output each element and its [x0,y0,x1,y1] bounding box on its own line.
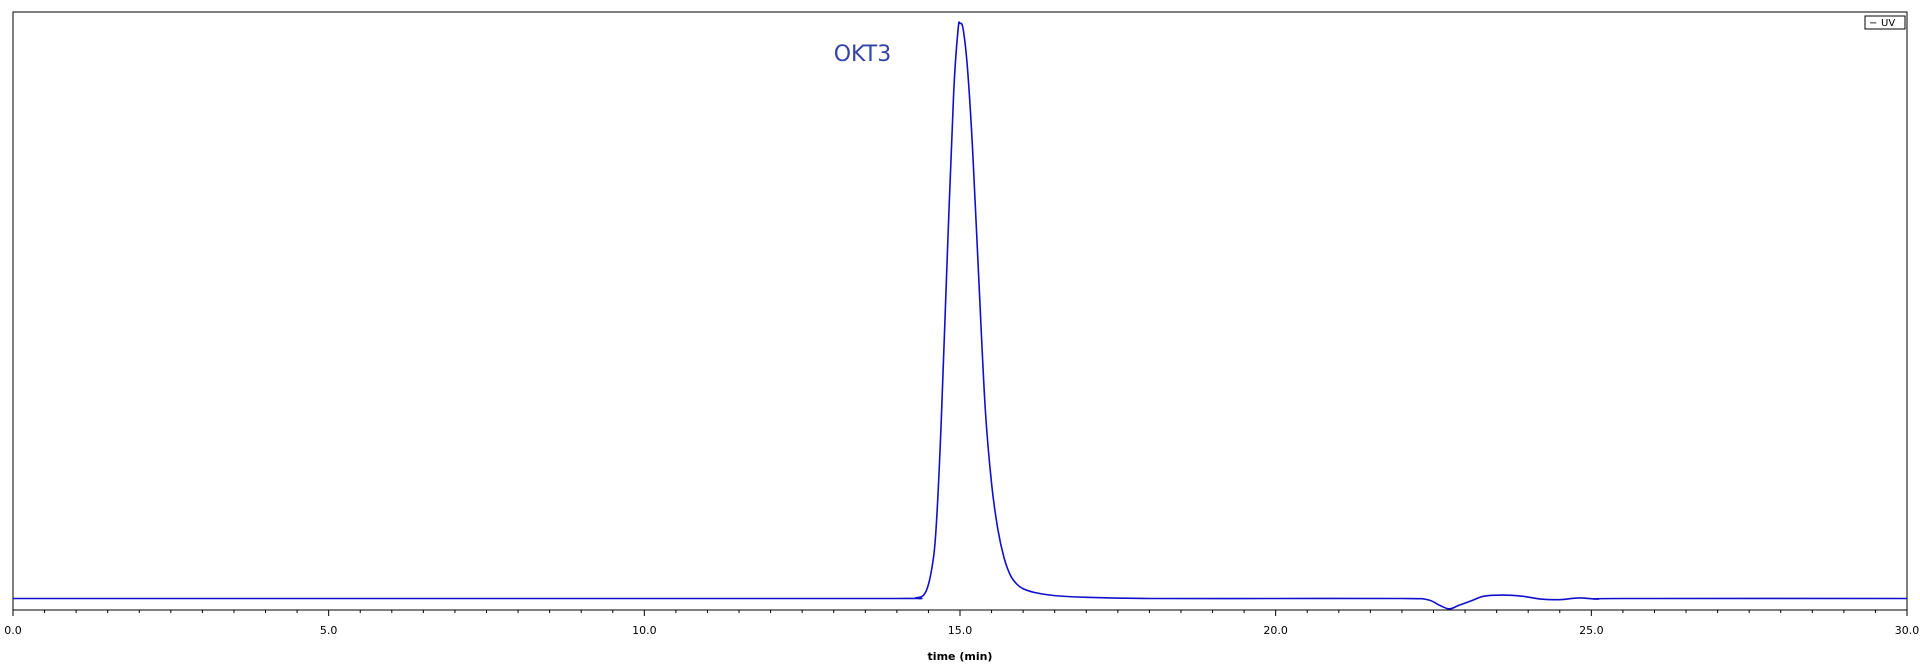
peak-annotation-okt3: OKT3 [834,42,891,67]
x-axis-title: time (min) [928,650,993,663]
plot-frame [12,11,1908,611]
x-tick-label: 5.0 [320,624,338,637]
x-axis-tick-labels: 0.0 5.0 10.0 15.0 20.0 25.0 30.0 [4,624,1919,637]
x-tick-label: 15.0 [948,624,973,637]
legend-symbol: − [1869,18,1877,29]
series-layer [13,21,1908,610]
legend: − UV [1864,15,1906,30]
x-tick-label: 25.0 [1579,624,1604,637]
legend-box [1864,15,1906,30]
x-axis-ticks [12,610,1908,616]
x-tick-label: 10.0 [632,624,657,637]
series-line-uv [13,21,1908,610]
x-tick-label: 0.0 [4,624,22,637]
x-tick-label: 20.0 [1263,624,1288,637]
legend-label-uv: UV [1881,18,1895,29]
x-tick-label: 30.0 [1895,624,1920,637]
